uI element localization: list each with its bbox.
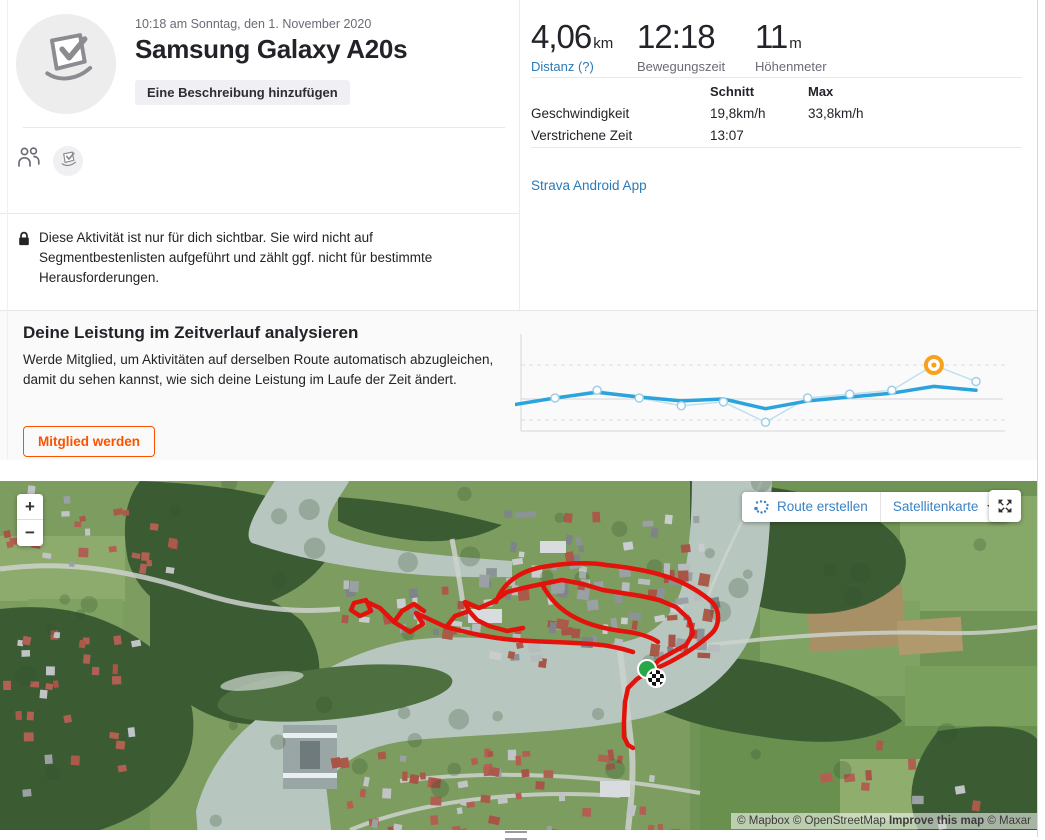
column-divider	[519, 0, 520, 310]
divider	[0, 213, 519, 214]
finish-marker	[646, 668, 666, 688]
add-description-button[interactable]: Eine Beschreibung hinzufügen	[135, 80, 350, 105]
privacy-note-text: Diese Aktivität ist nur für dich sichtba…	[39, 228, 488, 288]
lock-icon	[18, 231, 30, 246]
activity-header-section: 10:18 am Sonntag, den 1. November 2020 S…	[0, 0, 1037, 310]
activity-date: 10:18 am Sonntag, den 1. November 2020	[135, 17, 371, 31]
maxar-attribution-link[interactable]: © Maxar	[987, 815, 1031, 827]
stat-value: 4,06	[531, 18, 591, 55]
stat-label-distance-help-link[interactable]: Distanz (?)	[531, 59, 613, 74]
effort-point	[719, 398, 727, 406]
river-dam	[283, 725, 337, 789]
stat-label: Höhenmeter	[755, 59, 827, 74]
effort-point	[972, 378, 980, 386]
table-header-schnitt: Schnitt	[710, 84, 754, 99]
analysis-title: Deine Leistung im Zeitverlauf analysiere…	[23, 323, 358, 343]
row-speed-max: 33,8km/h	[808, 106, 864, 121]
analysis-body: Werde Mitglied, um Aktivitäten auf derse…	[23, 350, 503, 390]
activity-title: Samsung Galaxy A20s	[135, 34, 407, 65]
table-header-max: Max	[808, 84, 833, 99]
stat-moving-time: 12:18 Bewegungszeit	[637, 18, 725, 74]
improve-map-link[interactable]: Improve this map	[889, 815, 984, 827]
social-icons-row	[17, 146, 41, 178]
effort-point	[551, 394, 559, 402]
become-member-button[interactable]: Mitglied werden	[23, 426, 155, 457]
performance-trend-chart	[515, 326, 1015, 438]
route-dots-icon	[754, 499, 770, 515]
stat-label: Bewegungszeit	[637, 59, 725, 74]
divider	[23, 127, 505, 128]
create-route-button[interactable]: Route erstellen	[742, 492, 881, 522]
stat-unit: m	[789, 35, 802, 52]
row-elapsed-avg: 13:07	[710, 128, 744, 143]
row-speed-avg: 19,8km/h	[710, 106, 766, 121]
map-zoom-control: + −	[17, 494, 43, 546]
map-attribution: © Mapbox © OpenStreetMap Improve this ma…	[731, 813, 1037, 829]
row-elapsed-label: Verstrichene Zeit	[531, 128, 632, 143]
trend-line	[515, 386, 976, 408]
athlete-mini-avatar[interactable]	[53, 146, 83, 176]
stat-value: 12:18	[637, 18, 715, 55]
zoom-out-button[interactable]: −	[17, 520, 43, 546]
map-section: + − Route erstellen Satellitenkarte	[0, 481, 1037, 830]
field-patch	[905, 666, 1037, 726]
stat-value: 11	[755, 18, 787, 55]
fullscreen-button[interactable]	[989, 490, 1021, 522]
scroll-resize-handle[interactable]	[505, 831, 527, 840]
map-layer-label: Satellitenkarte	[893, 492, 979, 522]
effort-point	[762, 418, 770, 426]
effort-point	[593, 386, 601, 394]
effort-point	[804, 394, 812, 402]
row-speed-label: Geschwindigkeit	[531, 106, 629, 121]
divider	[531, 147, 1022, 148]
divider	[531, 77, 1022, 78]
effort-point	[846, 390, 854, 398]
athletes-icon	[17, 146, 41, 168]
performance-analysis-section: Deine Leistung im Zeitverlauf analysiere…	[0, 310, 1037, 460]
effort-point	[677, 402, 685, 410]
mapbox-attribution-link[interactable]: © Mapbox	[737, 815, 790, 827]
satellite-map[interactable]	[0, 481, 1037, 830]
activity-avatar[interactable]	[16, 14, 116, 114]
stat-unit: km	[593, 35, 613, 52]
page-right-border	[1037, 0, 1038, 837]
create-route-label: Route erstellen	[777, 492, 868, 522]
effort-point	[635, 394, 643, 402]
fullscreen-icon	[996, 497, 1014, 515]
osm-attribution-link[interactable]: © OpenStreetMap	[793, 815, 886, 827]
laptop-check-icon	[27, 25, 105, 103]
laptop-check-icon-small	[56, 149, 80, 173]
device-app-link[interactable]: Strava Android App	[531, 178, 647, 193]
zoom-in-button[interactable]: +	[17, 494, 43, 520]
effort-point	[888, 386, 896, 394]
privacy-note: Diese Aktivität ist nur für dich sichtba…	[18, 228, 488, 288]
page-left-border	[7, 0, 8, 460]
map-button-group: Route erstellen Satellitenkarte	[742, 492, 1009, 522]
